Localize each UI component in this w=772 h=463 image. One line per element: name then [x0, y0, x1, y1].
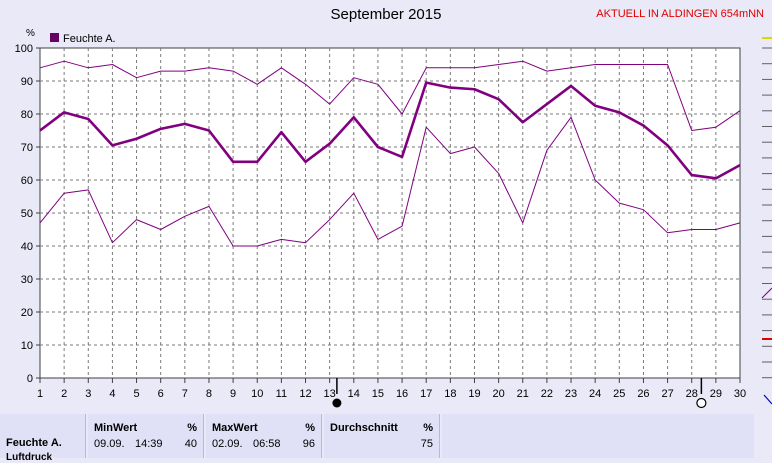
y-tick-label: 80	[21, 109, 33, 121]
y-tick-label: 30	[21, 274, 33, 286]
max-unit: %	[305, 422, 315, 434]
x-tick-label: 13	[324, 388, 336, 400]
x-tick-label: 27	[661, 388, 673, 400]
x-tick-labels: 1 2 3 4 5 6 7 8 9 10 11 12 13 14 15 16 17 18 19 20 21 22 23 24 2…	[37, 378, 746, 400]
max-time: 06:58	[253, 438, 281, 450]
x-tick-label: 16	[396, 388, 408, 400]
min-time: 14:39	[135, 438, 163, 450]
y-tick-label: 100	[15, 43, 33, 55]
y-tick-label: 40	[21, 241, 33, 253]
x-tick-label: 18	[444, 388, 456, 400]
x-tick-label: 10	[251, 388, 263, 400]
min-unit: %	[187, 422, 197, 434]
x-tick-label: 29	[710, 388, 722, 400]
stats-empty-cell	[442, 414, 754, 458]
filled-circle-marker	[332, 398, 342, 408]
x-tick-label: 25	[613, 388, 625, 400]
x-tick-label: 9	[230, 388, 236, 400]
min-date: 09.09.	[94, 438, 125, 450]
y-tick-label: 0	[27, 373, 33, 385]
y-tick-label: 70	[21, 142, 33, 154]
right-edge-ticks	[761, 37, 772, 405]
x-tick-label: 3	[85, 388, 91, 400]
avg-label: Durchschnitt	[330, 422, 398, 434]
min-value: 40	[184, 438, 197, 450]
x-tick-label: 30	[734, 388, 746, 400]
x-tick-label: 6	[158, 388, 164, 400]
chart-title: September 2015	[330, 6, 442, 23]
axis-markers	[332, 378, 707, 409]
avg-cell: Durchschnitt % 75	[324, 414, 440, 458]
grid-lines	[40, 48, 740, 378]
stats-row-label: Feuchte A.	[6, 437, 62, 449]
x-tick-label: 23	[565, 388, 577, 400]
y-tick-label: 60	[21, 175, 33, 187]
x-tick-label: 26	[637, 388, 649, 400]
x-tick-label: 5	[133, 388, 139, 400]
series-lines	[39, 60, 741, 247]
x-tick-label: 8	[206, 388, 212, 400]
location-note: AKTUELL IN ALDINGEN 654mNN	[596, 8, 764, 20]
x-tick-label: 20	[492, 388, 504, 400]
y-axis-unit: %	[26, 28, 35, 39]
stats-bar: Feuchte A. Luftdruck MinWert % 09.09. 14…	[0, 414, 772, 463]
x-tick-label: 24	[589, 388, 601, 400]
stats-row-label-cell: Feuchte A. Luftdruck	[0, 414, 86, 463]
series-line-mean	[39, 81, 741, 180]
open-circle-marker	[696, 397, 707, 409]
avg-unit: %	[423, 422, 433, 434]
right-edge-blue-stub	[763, 394, 772, 405]
max-value: 96	[302, 438, 315, 450]
x-tick-label: 14	[348, 388, 360, 400]
max-cell: MaxWert % 02.09. 06:58 96	[206, 414, 322, 458]
y-tick-label: 50	[21, 208, 33, 220]
y-tick-label: 20	[21, 307, 33, 319]
right-edge-series-stub	[761, 287, 772, 299]
x-tick-label: 21	[517, 388, 529, 400]
x-tick-label: 11	[276, 388, 287, 400]
legend-label: Feuchte A.	[63, 33, 116, 45]
series-line-max	[39, 60, 741, 131]
series-line-min	[39, 116, 741, 247]
x-tick-label: 17	[420, 388, 432, 400]
x-tick-label: 12	[299, 388, 311, 400]
y-tick-labels: 0 10 20 30 40 50 60 70 80 90 100	[15, 43, 40, 385]
legend-swatch	[50, 33, 59, 42]
min-label: MinWert	[94, 422, 138, 434]
max-date: 02.09.	[212, 438, 243, 450]
x-tick-label: 19	[468, 388, 480, 400]
max-label: MaxWert	[212, 422, 258, 434]
min-cell: MinWert % 09.09. 14:39 40	[88, 414, 204, 458]
x-tick-label: 1	[37, 388, 43, 400]
avg-value: 75	[420, 438, 433, 450]
x-tick-label: 22	[541, 388, 553, 400]
y-tick-label: 90	[21, 76, 33, 88]
x-tick-label: 15	[372, 388, 384, 400]
x-tick-label: 2	[61, 388, 67, 400]
x-tick-label: 28	[686, 388, 698, 400]
x-tick-label: 4	[109, 388, 115, 400]
y-tick-label: 10	[21, 340, 33, 352]
x-tick-label: 7	[182, 388, 188, 400]
